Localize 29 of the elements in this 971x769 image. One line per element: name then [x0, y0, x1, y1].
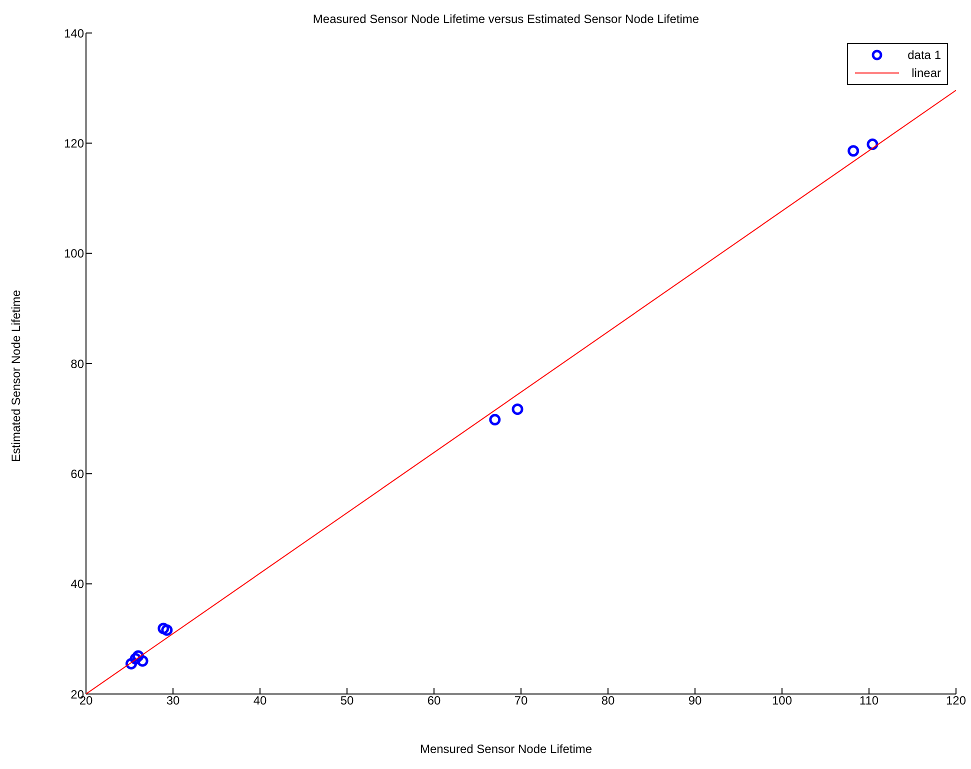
x-tick-label: 50	[340, 694, 354, 708]
x-axis-title: Mensured Sensor Node Lifetime	[418, 742, 594, 756]
y-tick-label: 120	[64, 136, 84, 150]
x-tick-label: 30	[166, 694, 180, 708]
y-tick-label: 140	[64, 26, 84, 40]
point	[161, 624, 173, 636]
y-tick-label: 60	[70, 466, 84, 481]
y-tick-label: 40	[70, 577, 84, 592]
point	[132, 650, 144, 662]
x-tick-label: 40	[253, 694, 267, 708]
point	[125, 658, 137, 670]
x-tick-label: 70	[514, 694, 528, 708]
point	[136, 655, 148, 667]
x-tick-label: 110	[859, 694, 879, 708]
x-tick-label: 100	[772, 694, 792, 708]
x-tick-label: 60	[427, 694, 441, 708]
point	[848, 145, 860, 157]
x-tick-label: 90	[688, 694, 702, 708]
legend-label: data 1	[908, 48, 941, 62]
legend-label: linear	[910, 66, 941, 80]
chart-title: Measured Sensor Node Lifetime versus Estimated Sensor Node Lifetime	[312, 12, 700, 26]
x-tick-label: 120	[946, 694, 966, 708]
point	[158, 622, 170, 634]
y-tick-label: 100	[64, 246, 84, 261]
y-tick-label: 80	[70, 356, 84, 371]
x-tick-label: 80	[601, 694, 615, 708]
point	[489, 414, 501, 426]
point	[512, 403, 524, 415]
y-axis-title: Estimated Sensor Node Lifetime	[9, 289, 23, 462]
